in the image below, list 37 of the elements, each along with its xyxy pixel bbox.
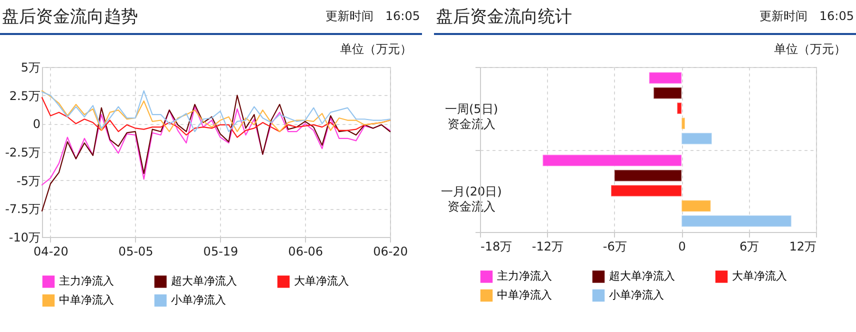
y-tick-label: 5万	[20, 60, 40, 74]
y-tick-label: 2.5万	[9, 88, 40, 103]
legend-label: 超大单净流入	[171, 274, 237, 288]
x-tick-label: -18万	[480, 240, 512, 254]
line-series	[41, 94, 391, 212]
legend-label: 小单净流入	[609, 288, 664, 302]
legend-label: 主力净流入	[497, 270, 552, 283]
x-tick-label: 05-19	[203, 244, 238, 258]
text: 更新时间 16:05	[325, 8, 420, 25]
legend-label: 中单净流入	[59, 294, 114, 306]
x-tick-label: -12万	[532, 240, 564, 254]
x-tick-label: 04-20	[34, 244, 68, 258]
chart-title: 盘后资金流向统计	[436, 6, 572, 28]
y-tick-label: -5万	[16, 174, 40, 188]
text: 更新时间 16:05	[759, 8, 854, 25]
x-tick-label: 12万	[789, 240, 816, 254]
legend-label: 大单净流入	[294, 274, 349, 288]
x-tick-label: 6万	[739, 240, 760, 254]
chart-title: 盘后资金流向趋势	[2, 6, 138, 28]
text: 单位（万元）	[340, 42, 412, 56]
x-tick-label: 06-06	[288, 244, 324, 258]
x-tick-label: -6万	[602, 240, 627, 254]
y-tick-label: -2.5万	[5, 146, 40, 160]
y-tick-label: -7.5万	[5, 202, 40, 216]
legend-label: 中单净流入	[497, 288, 552, 302]
text: 单位（万元）	[774, 42, 846, 56]
line-series	[41, 90, 391, 132]
legend-label: 超大单净流入	[609, 270, 675, 283]
line-series	[41, 106, 391, 186]
legend-label: 小单净流入	[171, 294, 226, 306]
x-tick-label: 05-05	[118, 244, 154, 258]
x-tick-label: 0	[678, 240, 686, 254]
y-tick-label: 0	[32, 117, 40, 132]
legend-label: 大单净流入	[732, 270, 787, 283]
x-tick-label: 06-20	[373, 244, 408, 258]
y-tick-label: -10万	[8, 230, 40, 244]
legend-label: 主力净流入	[59, 274, 114, 288]
